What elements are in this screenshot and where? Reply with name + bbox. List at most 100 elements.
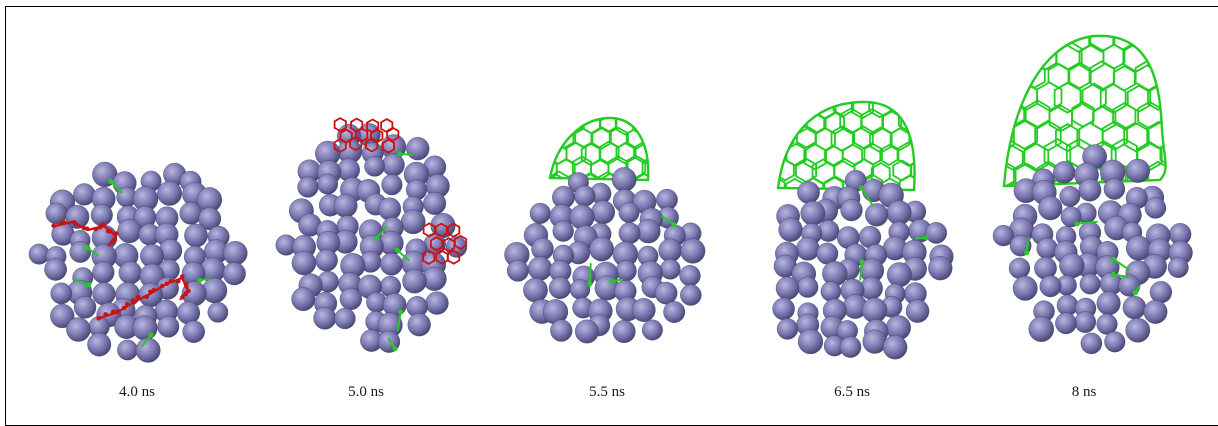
carbon-ring bbox=[920, 77, 940, 100]
carbon-atom bbox=[671, 222, 677, 228]
metal-atom bbox=[523, 277, 548, 303]
frame-5-0-ns: 5.0 ns bbox=[275, 117, 468, 400]
metal-atom bbox=[887, 262, 912, 288]
carbon-ring bbox=[1011, 44, 1036, 73]
carbon-ring bbox=[1162, 103, 1166, 130]
frame-8-ns: 8 ns bbox=[979, 4, 1196, 400]
carbon-ring bbox=[642, 126, 649, 148]
metal-cluster-8-ns bbox=[992, 144, 1193, 355]
carbon-ring bbox=[910, 158, 915, 184]
metal-atom bbox=[861, 297, 888, 323]
metal-atom bbox=[548, 276, 572, 299]
frame-5-5-ns: 5.5 ns bbox=[504, 98, 706, 400]
carbon-atom bbox=[93, 226, 99, 232]
carbon-bond bbox=[109, 180, 123, 194]
cap-6-5-outline bbox=[776, 100, 916, 192]
metal-atom bbox=[92, 261, 115, 284]
green-carbon-network-5-0-ns bbox=[374, 151, 413, 352]
green-carbon-network-8-ns bbox=[1024, 220, 1141, 296]
carbon-ring bbox=[1013, 4, 1037, 32]
cap-5-5-outline bbox=[548, 116, 650, 182]
metal-atom bbox=[680, 238, 706, 264]
metal-atom bbox=[569, 204, 595, 230]
red-ring-right bbox=[429, 236, 444, 252]
metal-atom bbox=[680, 284, 702, 306]
carbon-atom bbox=[1110, 271, 1116, 277]
metal-atom bbox=[381, 174, 403, 196]
carbon-atom bbox=[84, 226, 90, 232]
carbon-atom bbox=[374, 235, 380, 241]
metal-atom bbox=[1104, 331, 1126, 353]
carbon-atom bbox=[186, 288, 191, 294]
carbon-ring bbox=[825, 77, 846, 101]
carbon-atom bbox=[148, 289, 153, 295]
carbon-ring bbox=[1004, 35, 1015, 36]
metal-atom bbox=[317, 173, 338, 195]
carbon-ring bbox=[626, 118, 648, 120]
carbon-ring bbox=[1146, 120, 1166, 150]
metal-atom bbox=[1103, 178, 1126, 200]
metal-atom bbox=[1144, 197, 1167, 219]
red-ring-top bbox=[365, 137, 379, 153]
metal-atom bbox=[658, 238, 683, 263]
red-ring-right bbox=[447, 249, 461, 265]
carbon-ring bbox=[979, 105, 1002, 132]
green-carbon-network-6-5-ns bbox=[859, 185, 929, 281]
metal-atom bbox=[1125, 158, 1150, 183]
carbon-atom bbox=[111, 309, 116, 315]
metal-atom bbox=[407, 313, 431, 337]
carbon-atom bbox=[923, 235, 929, 241]
frame-6-5-ns: 6.5 ns bbox=[772, 77, 954, 400]
carbon-ring bbox=[540, 98, 556, 116]
carbon-atom bbox=[108, 178, 114, 184]
carbon-atom bbox=[110, 238, 116, 244]
carbon-atom bbox=[394, 247, 400, 253]
metal-atom bbox=[1096, 313, 1118, 335]
carbon-bond bbox=[396, 311, 402, 332]
metal-atom bbox=[591, 200, 615, 225]
carbon-atom bbox=[184, 284, 189, 289]
carbon-atom bbox=[398, 309, 404, 315]
carbon-ring bbox=[1173, 82, 1196, 108]
carbon-ring bbox=[898, 174, 915, 190]
metal-atom bbox=[772, 297, 795, 321]
metal-atom bbox=[1149, 281, 1172, 304]
metal-atom bbox=[612, 320, 636, 344]
carbon-ring bbox=[1080, 5, 1104, 33]
carbon-atom bbox=[96, 315, 101, 321]
metal-atom bbox=[660, 258, 681, 280]
green-cap-5-5-ns bbox=[540, 98, 650, 182]
metal-atom bbox=[1079, 273, 1101, 295]
time-label-6-5-ns: 6.5 ns bbox=[834, 384, 870, 400]
metal-atom bbox=[50, 282, 73, 305]
carbon-ring bbox=[842, 143, 863, 168]
carbon-atom bbox=[86, 282, 92, 288]
metal-atom bbox=[339, 287, 362, 310]
metal-atom bbox=[117, 339, 138, 361]
metal-atom bbox=[87, 332, 112, 357]
carbon-ring bbox=[1174, 124, 1194, 147]
carbon-ring bbox=[615, 142, 635, 165]
metal-atom bbox=[1059, 185, 1081, 207]
carbon-atom bbox=[160, 283, 165, 289]
metal-atom bbox=[380, 252, 403, 276]
metal-atom bbox=[663, 301, 686, 323]
metal-atom bbox=[1125, 317, 1151, 343]
carbon-atom bbox=[176, 279, 181, 284]
carbon-ring bbox=[1102, 43, 1126, 70]
carbon-atom bbox=[1132, 290, 1138, 296]
carbon-ring bbox=[1004, 62, 1030, 94]
carbon-atom bbox=[97, 225, 103, 230]
carbon-ring bbox=[981, 182, 1003, 208]
red-ring-top bbox=[349, 136, 363, 152]
metal-atom bbox=[1053, 161, 1076, 184]
carbon-ring bbox=[1169, 42, 1194, 70]
metal-atom bbox=[840, 199, 863, 222]
metal-atom bbox=[400, 209, 426, 235]
metal-atom bbox=[381, 153, 405, 177]
metal-atom bbox=[1055, 312, 1077, 335]
carbon-ring bbox=[860, 101, 884, 105]
carbon-atom bbox=[144, 294, 149, 300]
carbon-ring bbox=[1124, 35, 1151, 36]
green-carbon-network-4-0-ns bbox=[74, 178, 211, 347]
